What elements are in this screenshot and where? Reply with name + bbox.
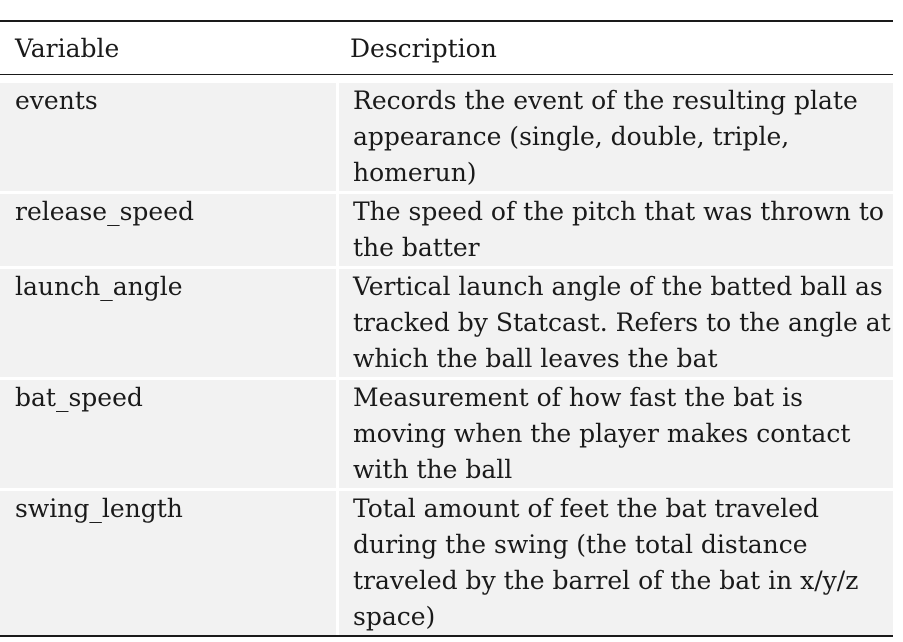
table-body: events Records the event of the resultin… — [0, 75, 893, 635]
row-description: Measurement of how fast the bat is movin… — [336, 380, 893, 488]
table-row: launch_angle Vertical launch angle of th… — [0, 269, 893, 380]
row-variable: release_speed — [15, 197, 194, 226]
row-description: The speed of the pitch that was thrown t… — [336, 194, 893, 266]
row-description: Total amount of feet the bat traveled du… — [336, 491, 893, 635]
table-row: swing_length Total amount of feet the ba… — [0, 491, 893, 635]
row-description: Vertical launch angle of the batted ball… — [336, 269, 893, 377]
row-variable: launch_angle — [15, 272, 183, 301]
table-top-rule — [0, 20, 893, 22]
table-row: release_speed The speed of the pitch tha… — [0, 194, 893, 269]
row-variable: bat_speed — [15, 383, 143, 412]
header-variable: Variable — [15, 33, 120, 63]
table-header-row: Variable Description — [0, 22, 893, 74]
table-row: bat_speed Measurement of how fast the ba… — [0, 380, 893, 491]
table-bottom-rule — [0, 635, 893, 637]
header-description: Description — [350, 33, 497, 63]
row-description: Records the event of the resulting plate… — [336, 83, 893, 191]
row-variable: events — [15, 86, 98, 115]
table-row: events Records the event of the resultin… — [0, 83, 893, 194]
table-header-rule — [0, 74, 893, 75]
variable-table: Variable Description events Records the … — [0, 20, 893, 637]
row-variable: swing_length — [15, 494, 183, 523]
